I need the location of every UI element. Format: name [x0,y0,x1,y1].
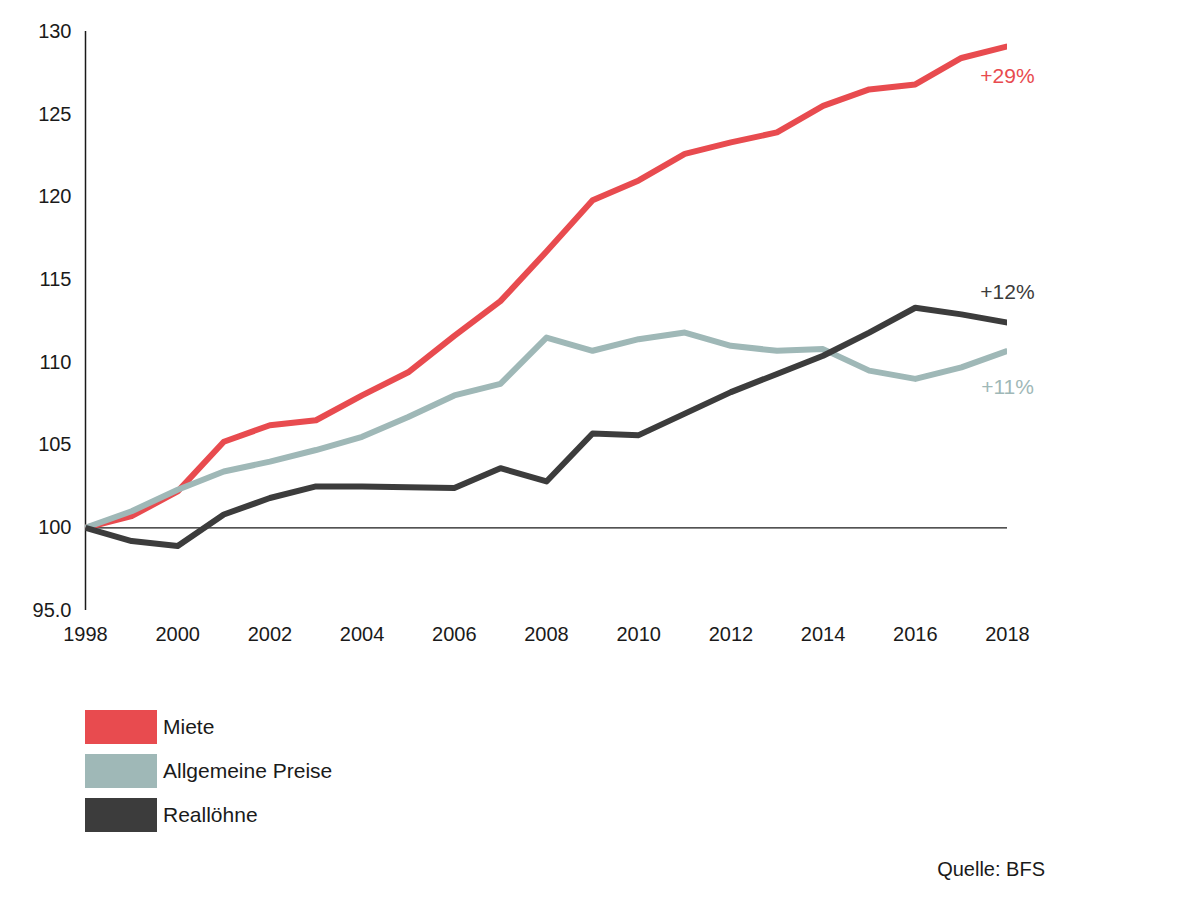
svg-text:100: 100 [38,516,71,538]
html-text:Reallöhne: Reallöhne [163,803,258,826]
svg-text:2004: 2004 [340,623,385,645]
svg-text:2014: 2014 [801,623,846,645]
svg-text:2006: 2006 [432,623,477,645]
svg-text:2008: 2008 [524,623,569,645]
svg-text:130: 130 [38,20,71,42]
svg-text:1998: 1998 [63,623,108,645]
svg-text:2010: 2010 [616,623,661,645]
svg-text:2016: 2016 [893,623,938,645]
svg-text:2000: 2000 [155,623,200,645]
svg-text:125: 125 [38,103,71,125]
svg-text:120: 120 [38,185,71,207]
svg-text:2012: 2012 [709,623,754,645]
svg-text:+29%: +29% [980,64,1034,87]
svg-text:95.0: 95.0 [33,599,72,621]
html-text:Quelle: BFS: Quelle: BFS [937,858,1045,880]
svg-text:2002: 2002 [248,623,293,645]
svg-text:105: 105 [38,433,71,455]
html-text:Miete: Miete [163,715,215,738]
svg-text:+12%: +12% [980,280,1034,303]
svg-text:115: 115 [40,268,72,290]
svg-text:+11%: +11% [981,374,1034,397]
svg-text:2018: 2018 [985,623,1030,645]
html-text:Allgemeine Preise: Allgemeine Preise [163,759,333,782]
svg-text:110: 110 [40,351,72,373]
